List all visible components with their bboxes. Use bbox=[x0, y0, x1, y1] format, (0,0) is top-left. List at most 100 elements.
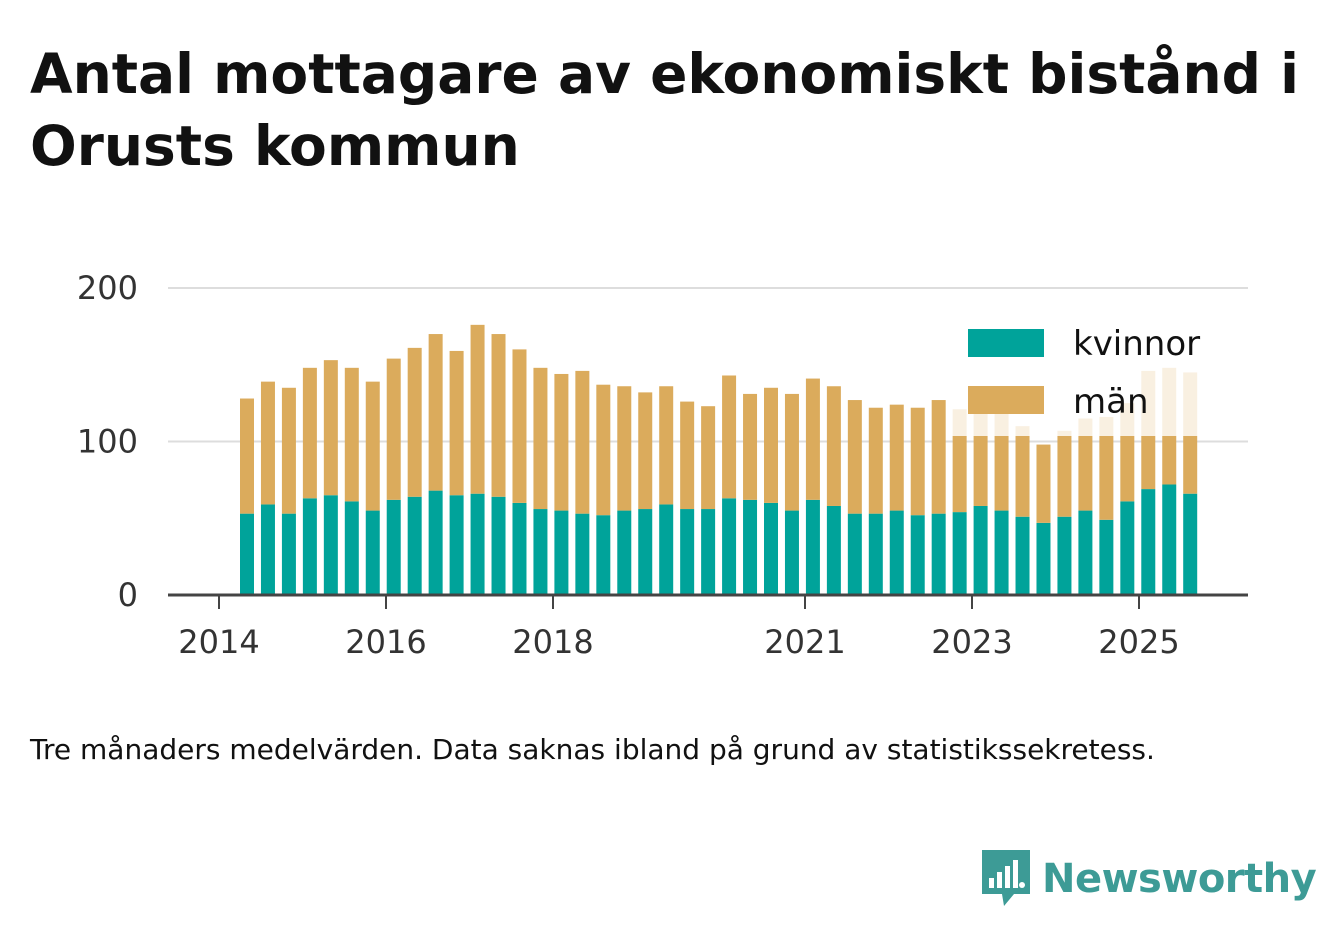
bar-man bbox=[596, 384, 611, 516]
bar-man bbox=[784, 393, 799, 511]
bar-kvinnor bbox=[240, 513, 254, 595]
bar-kvinnor bbox=[1120, 501, 1135, 595]
bar-kvinnor bbox=[889, 510, 904, 595]
bar-kvinnor bbox=[512, 502, 527, 595]
bar-man bbox=[743, 393, 758, 500]
bar-man bbox=[910, 407, 925, 516]
bar-kvinnor bbox=[764, 502, 778, 595]
bar-kvinnor bbox=[323, 495, 338, 595]
bar-kvinnor bbox=[1057, 516, 1072, 595]
bar-kvinnor bbox=[344, 501, 359, 595]
bar-kvinnor bbox=[1015, 516, 1030, 595]
bar-kvinnor bbox=[449, 495, 464, 595]
y-tick-label: 200 bbox=[77, 269, 138, 307]
bar-man bbox=[617, 386, 632, 511]
bar-man bbox=[680, 401, 695, 510]
bar-man bbox=[302, 367, 317, 499]
bar-man bbox=[1036, 444, 1051, 523]
bar-kvinnor bbox=[1099, 519, 1114, 595]
bar-man bbox=[575, 370, 590, 514]
bar-kvinnor bbox=[575, 513, 590, 595]
bar-man bbox=[386, 358, 401, 500]
bar-man bbox=[449, 350, 464, 496]
legend: kvinnor män bbox=[952, 318, 1212, 436]
bar-man bbox=[1015, 426, 1030, 517]
x-axis: 2014 2016 2018 2021 2023 2025 bbox=[168, 593, 1248, 661]
bar-kvinnor bbox=[596, 515, 611, 595]
newsworthy-logo: Newsworthy bbox=[980, 848, 1317, 910]
bar-kvinnor bbox=[784, 510, 799, 595]
bar-man bbox=[1099, 416, 1114, 520]
bar-kvinnor bbox=[805, 499, 820, 595]
chart-title: Antal mottagare av ekonomiskt bistånd i … bbox=[30, 42, 1300, 178]
bar-kvinnor bbox=[994, 510, 1009, 595]
bar-kvinnor bbox=[470, 493, 485, 595]
bar-kvinnor bbox=[931, 513, 946, 595]
bar-kvinnor bbox=[407, 496, 422, 595]
bar-man bbox=[428, 334, 443, 491]
bar-kvinnor bbox=[743, 499, 758, 595]
bar-man bbox=[638, 392, 653, 510]
bar-kvinnor bbox=[638, 509, 653, 595]
bar-kvinnor bbox=[1036, 522, 1051, 595]
bar-man bbox=[240, 398, 254, 514]
bar-kvinnor bbox=[826, 505, 841, 595]
bar-man bbox=[512, 349, 527, 503]
bar-man bbox=[323, 360, 338, 496]
footnote: Tre månaders medelvärden. Data saknas ib… bbox=[30, 733, 1155, 766]
bar-man bbox=[281, 387, 296, 514]
bar-man bbox=[554, 373, 569, 511]
bar-kvinnor bbox=[659, 504, 674, 595]
logo-text: Newsworthy bbox=[1042, 856, 1317, 902]
bar-kvinnor bbox=[952, 512, 967, 595]
bar-man bbox=[868, 407, 883, 514]
bar-man bbox=[491, 334, 506, 497]
bar-man bbox=[1078, 418, 1093, 511]
x-tick-label: 2014 bbox=[178, 623, 259, 661]
y-tick-labels: 0 100 200 bbox=[77, 269, 138, 614]
bars bbox=[240, 324, 1198, 595]
bar-kvinnor bbox=[868, 513, 883, 595]
legend-label-kvinnor: kvinnor bbox=[1073, 324, 1200, 364]
bar-kvinnor bbox=[847, 513, 862, 595]
x-tick-label: 2016 bbox=[345, 623, 426, 661]
bar-man bbox=[344, 367, 359, 502]
x-tick-label: 2018 bbox=[512, 623, 593, 661]
y-tick-label: 100 bbox=[77, 423, 138, 461]
bar-chart-speech-icon bbox=[982, 850, 1030, 906]
chart: 0 100 200 2014 2016 2018 2021 2023 2025 kvinnor… bbox=[77, 269, 1248, 661]
bar-man bbox=[659, 386, 674, 505]
bar-man bbox=[805, 378, 820, 500]
bar-man bbox=[701, 406, 716, 510]
bar-kvinnor bbox=[365, 510, 380, 595]
bar-man bbox=[722, 375, 737, 499]
bar-kvinnor bbox=[973, 505, 988, 595]
bar-kvinnor bbox=[1141, 489, 1156, 595]
bar-kvinnor bbox=[910, 515, 925, 595]
x-tick-label: 2025 bbox=[1098, 623, 1179, 661]
bar-kvinnor bbox=[386, 499, 401, 595]
bar-kvinnor bbox=[533, 509, 548, 595]
legend-label-man: män bbox=[1073, 382, 1149, 422]
bar-kvinnor bbox=[617, 510, 632, 595]
bar-kvinnor bbox=[491, 496, 506, 595]
bar-man bbox=[764, 387, 778, 503]
y-tick-label: 0 bbox=[118, 576, 138, 614]
bar-kvinnor bbox=[1078, 510, 1093, 595]
bar-man bbox=[260, 381, 275, 505]
bar-kvinnor bbox=[680, 509, 695, 595]
bar-kvinnor bbox=[281, 513, 296, 595]
bar-man bbox=[826, 386, 841, 506]
bar-kvinnor bbox=[701, 509, 716, 595]
bar-kvinnor bbox=[1183, 493, 1198, 595]
bar-man bbox=[847, 400, 862, 514]
bar-kvinnor bbox=[302, 498, 317, 595]
legend-swatch-kvinnor bbox=[968, 329, 1044, 357]
bar-kvinnor bbox=[722, 498, 737, 595]
bar-man bbox=[533, 367, 548, 510]
x-tick-label: 2023 bbox=[931, 623, 1012, 661]
bar-man bbox=[931, 400, 946, 514]
legend-swatch-man bbox=[968, 386, 1044, 414]
bar-man bbox=[365, 381, 380, 511]
bar-kvinnor bbox=[554, 510, 569, 595]
